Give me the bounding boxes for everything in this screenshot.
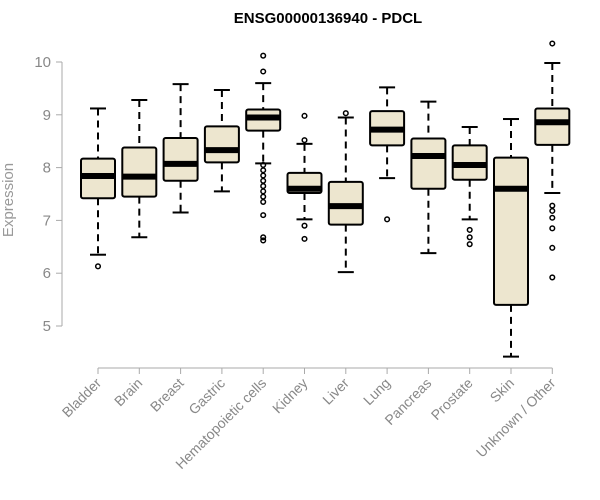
box-9 xyxy=(451,125,488,248)
x-tick-label: Skin xyxy=(487,375,518,406)
outlier-point xyxy=(260,212,267,219)
y-tick-label: 6 xyxy=(43,265,51,282)
outlier-point xyxy=(549,202,556,209)
outlier-point xyxy=(549,40,556,47)
y-tick-label: 9 xyxy=(43,107,51,124)
outlier-point xyxy=(260,193,267,200)
outlier-point xyxy=(260,161,267,169)
box-5 xyxy=(286,112,323,242)
x-tick-label: Breast xyxy=(147,375,187,415)
outlier-point xyxy=(260,237,267,244)
chart-title: ENSG00000136940 - PDCL xyxy=(234,10,422,27)
outlier-point xyxy=(549,225,556,232)
iqr-box xyxy=(493,156,529,306)
outlier-point xyxy=(466,226,473,233)
box-7 xyxy=(369,86,406,223)
box-2 xyxy=(162,83,199,214)
iqr-box xyxy=(534,107,571,146)
outlier-point xyxy=(301,112,308,119)
box-11 xyxy=(534,40,571,281)
x-tick-label: Prostate xyxy=(428,375,476,423)
box-8 xyxy=(410,100,447,255)
outlier-point xyxy=(260,234,267,241)
boxes-group xyxy=(80,40,571,358)
outlier-point xyxy=(549,274,556,281)
outlier-point xyxy=(260,172,267,179)
outlier-point xyxy=(549,207,556,214)
box-0 xyxy=(80,107,116,270)
outlier-point xyxy=(466,241,473,248)
box-10 xyxy=(493,118,529,358)
outlier-point xyxy=(260,68,267,75)
box-6 xyxy=(327,110,364,274)
x-tick-label: Kidney xyxy=(269,375,311,417)
outlier-point xyxy=(301,235,308,242)
outlier-point xyxy=(260,167,267,174)
x-tick-label: Liver xyxy=(319,375,352,408)
box-1 xyxy=(121,99,158,239)
outlier-point xyxy=(342,110,349,117)
outlier-point xyxy=(549,244,556,251)
outlier-point xyxy=(549,214,556,221)
outlier-point xyxy=(384,216,391,223)
outlier-point xyxy=(94,263,102,270)
iqr-box xyxy=(162,137,199,182)
axes: 5 6 7 8 9 10 xyxy=(34,54,553,374)
outlier-point xyxy=(260,52,267,59)
box-3 xyxy=(203,88,240,193)
outlier-point xyxy=(301,222,308,229)
box-4 xyxy=(245,52,282,244)
y-tick-label: 5 xyxy=(43,318,51,335)
iqr-box xyxy=(121,146,158,198)
y-tick-label: 7 xyxy=(43,212,51,229)
y-tick-label: 10 xyxy=(34,54,51,71)
x-tick-label: Brain xyxy=(111,375,145,409)
x-tick-label: Bladder xyxy=(59,375,105,421)
outlier-point xyxy=(260,188,267,195)
outlier-point xyxy=(260,177,267,184)
y-tick-label: 8 xyxy=(43,160,51,177)
outlier-point xyxy=(466,234,473,241)
outlier-point xyxy=(260,198,267,205)
outlier-point xyxy=(301,137,308,144)
iqr-box xyxy=(203,125,240,164)
iqr-box xyxy=(410,137,447,190)
x-tick-label: Lung xyxy=(360,375,393,408)
outlier-point xyxy=(260,183,267,190)
y-axis-label: Expression xyxy=(0,163,17,237)
